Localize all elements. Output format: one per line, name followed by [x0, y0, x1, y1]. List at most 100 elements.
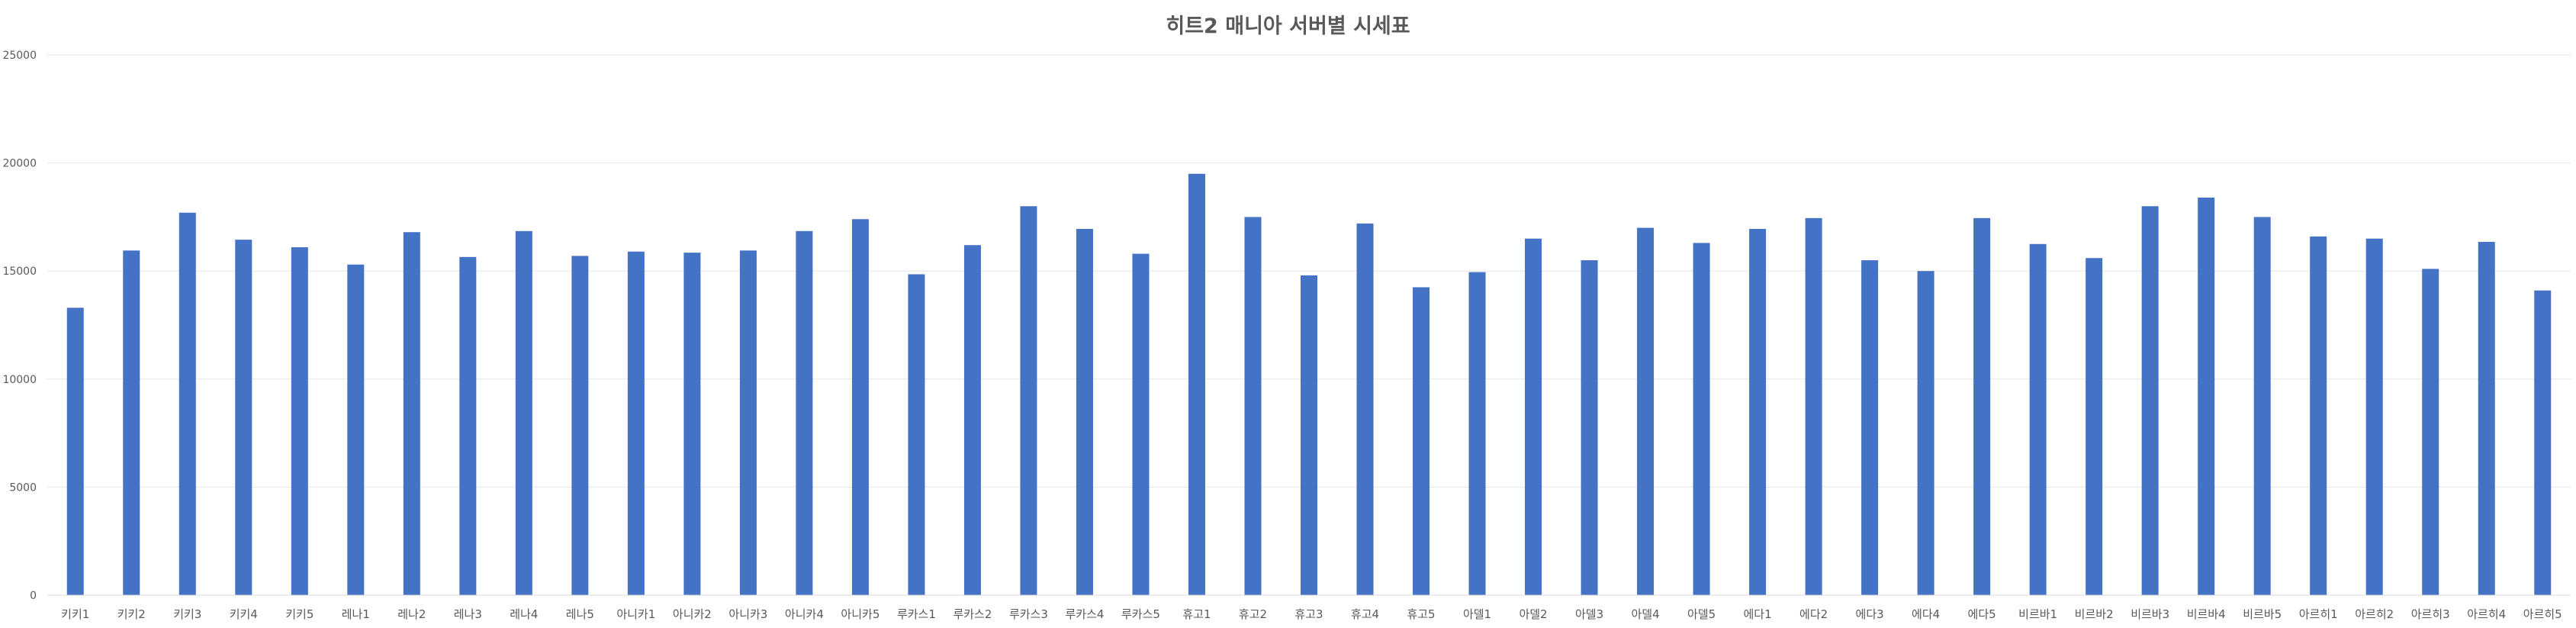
bar	[1693, 243, 1710, 595]
x-tick-label: 레나5	[566, 607, 594, 621]
x-tick-label: 아델4	[1631, 607, 1659, 621]
bar	[571, 256, 589, 595]
bar	[851, 219, 869, 595]
bar	[796, 230, 813, 595]
x-tick-label: 아델5	[1687, 607, 1716, 621]
x-tick-label: 비르바3	[2131, 607, 2169, 621]
x-tick-label: 아르히4	[2467, 607, 2506, 621]
x-tick-label: 에다1	[1744, 607, 1772, 621]
y-tick-label: 25000	[2, 50, 37, 62]
x-tick-label: 레나1	[342, 607, 370, 621]
bar	[2141, 206, 2159, 595]
bar	[2365, 238, 2383, 595]
bar	[1805, 217, 1822, 595]
x-tick-label: 키키4	[230, 607, 258, 621]
bar	[235, 240, 252, 595]
x-tick-label: 아니카4	[785, 607, 824, 621]
x-tick-label: 레나4	[510, 607, 538, 621]
bar	[1917, 271, 1934, 595]
bar	[2310, 236, 2327, 595]
bar	[1301, 275, 1317, 595]
x-tick-label: 비르바2	[2075, 607, 2114, 621]
y-tick-label: 0	[30, 590, 37, 602]
bar	[2422, 269, 2439, 595]
bar	[66, 308, 84, 595]
x-tick-label: 키키3	[173, 607, 201, 621]
x-tick-label: 비르바1	[2018, 607, 2057, 621]
y-tick-label: 5000	[9, 481, 37, 494]
x-tick-label: 루카스4	[1065, 607, 1104, 621]
x-tick-label: 휴고2	[1239, 607, 1267, 621]
x-tick-label: 휴고3	[1294, 607, 1323, 621]
x-tick-label: 루카스5	[1121, 607, 1160, 621]
bar-series	[66, 173, 2552, 595]
x-tick-label: 아니카5	[841, 607, 880, 621]
x-tick-label: 아르히3	[2411, 607, 2450, 621]
bar	[1356, 223, 1374, 595]
x-tick-label: 비르바4	[2187, 607, 2226, 621]
bar	[963, 245, 981, 595]
x-tick-label: 비르바5	[2243, 607, 2282, 621]
bar	[1468, 272, 1486, 595]
x-tick-label: 키키2	[117, 607, 146, 621]
y-tick-label: 15000	[2, 266, 37, 278]
bar	[1861, 260, 1879, 595]
y-tick-label: 10000	[2, 374, 37, 386]
bar	[347, 264, 365, 595]
chart-title: 히트2 매니아 서버별 시세표	[1166, 14, 1410, 38]
bar	[1637, 227, 1655, 595]
bar	[459, 256, 477, 595]
bar	[2198, 197, 2215, 595]
x-tick-label: 에다3	[1856, 607, 1884, 621]
bar	[1132, 253, 1150, 595]
bar	[2029, 243, 2047, 595]
x-tick-label: 아르히1	[2299, 607, 2338, 621]
bar	[1076, 228, 1093, 595]
x-tick-label: 아델1	[1463, 607, 1491, 621]
bar	[515, 230, 532, 595]
x-tick-label: 아델2	[1519, 607, 1547, 621]
x-tick-label: 키키1	[61, 607, 89, 621]
x-axis-tick-labels: 키키1 키키2 키키3 키키4 키키5 레나1 레나2 레나3 레나4 레나5 아니카1 아니카2 아니…	[61, 607, 2562, 621]
x-tick-label: 루카스2	[953, 607, 992, 621]
bar	[2086, 258, 2103, 595]
bar	[908, 274, 925, 595]
x-tick-label: 휴고4	[1351, 607, 1379, 621]
y-axis-tick-labels: 0 5000 10000 15000 20000 25000	[2, 50, 37, 602]
x-tick-label: 레나2	[397, 607, 426, 621]
bar	[2534, 290, 2552, 595]
bar	[1525, 238, 1542, 595]
bar	[1973, 217, 1991, 595]
bar	[2478, 241, 2495, 595]
bar	[403, 232, 420, 595]
bar	[1413, 287, 1430, 595]
x-tick-label: 아니카1	[616, 607, 655, 621]
bar	[291, 247, 308, 595]
x-tick-label: 에다5	[1968, 607, 1996, 621]
bar	[683, 253, 701, 595]
y-tick-label: 20000	[2, 158, 37, 170]
bar	[178, 212, 196, 595]
bar	[739, 250, 757, 595]
bar	[1244, 217, 1262, 595]
x-tick-label: 키키5	[285, 607, 314, 621]
bar	[1581, 260, 1598, 595]
x-tick-label: 에다4	[1912, 607, 1940, 621]
x-tick-label: 아니카2	[673, 607, 712, 621]
bar	[1188, 173, 1205, 595]
x-tick-label: 아르히5	[2523, 607, 2562, 621]
bar	[1020, 206, 1037, 595]
bar	[2253, 217, 2271, 595]
bar	[627, 251, 645, 595]
bar	[1749, 228, 1767, 595]
x-tick-label: 아르히2	[2355, 607, 2394, 621]
x-tick-label: 레나3	[454, 607, 482, 621]
x-tick-label: 에다2	[1799, 607, 1828, 621]
x-tick-label: 휴고1	[1182, 607, 1211, 621]
x-tick-label: 아델3	[1575, 607, 1603, 621]
x-tick-label: 루카스3	[1009, 607, 1048, 621]
bar	[123, 250, 140, 595]
x-tick-label: 아니카3	[728, 607, 767, 621]
x-tick-label: 휴고5	[1407, 607, 1435, 621]
